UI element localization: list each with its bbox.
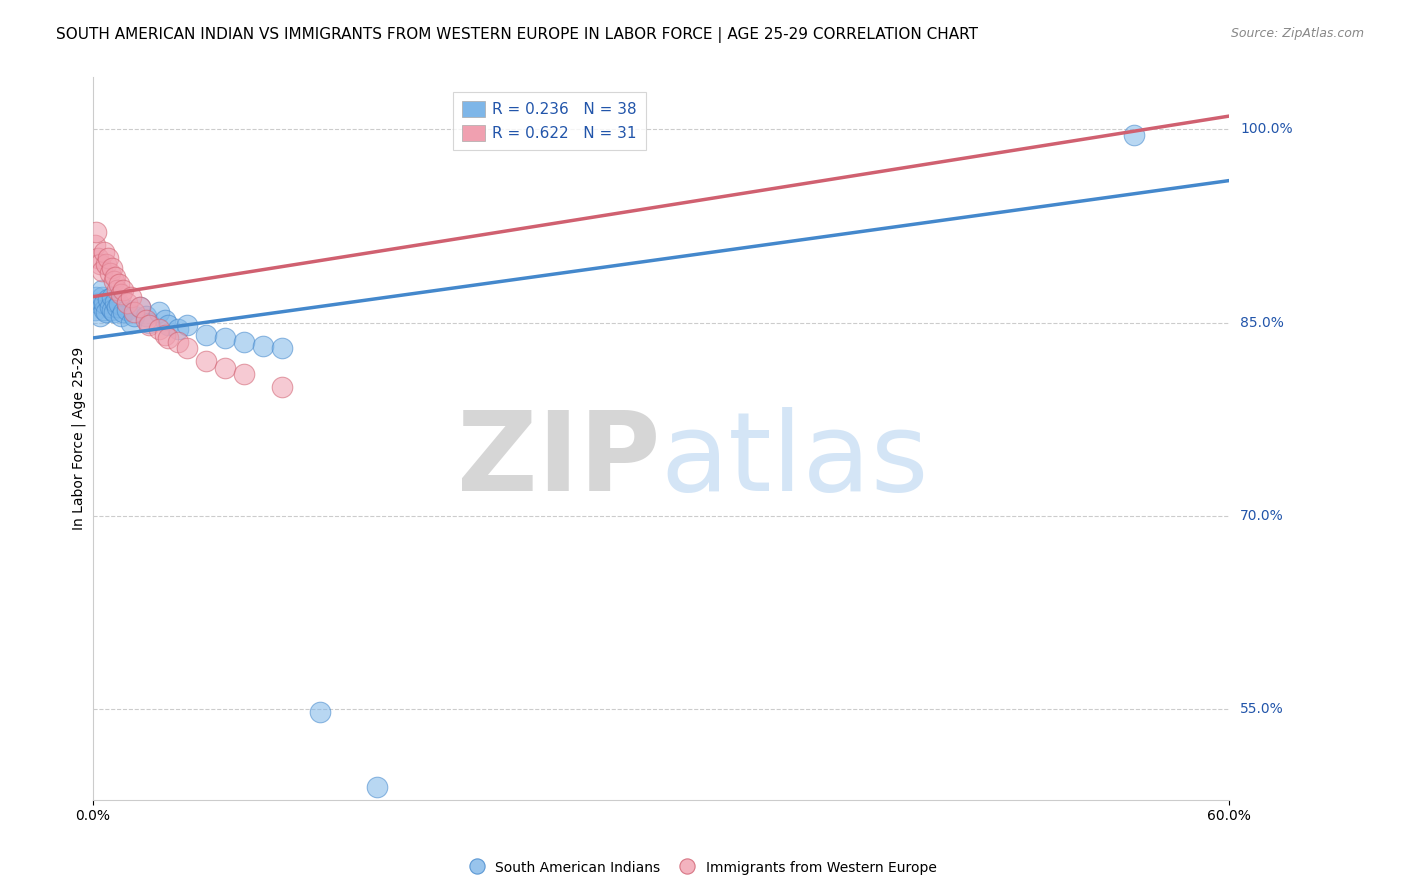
Point (89, 309, 111, 323)
Point (105, 300, 128, 314)
Text: 70.0%: 70.0% (1240, 509, 1284, 523)
Point (120, 290, 142, 304)
Point (97, 293, 120, 307)
Point (214, 331, 236, 345)
Point (214, 360, 236, 375)
Point (110, 287, 132, 301)
Point (135, 309, 157, 323)
Point (87, 296, 110, 310)
Point (195, 328, 218, 343)
Point (233, 334, 256, 349)
Point (87, 251, 110, 265)
Point (83, 238, 105, 252)
Point (167, 334, 190, 349)
Legend: South American Indians, Immigrants from Western Europe: South American Indians, Immigrants from … (464, 855, 942, 880)
Point (138, 316, 160, 330)
Point (100, 302, 122, 317)
Point (93, 296, 115, 310)
Point (104, 270, 127, 285)
Point (105, 283, 128, 297)
Point (93, 244, 115, 259)
Point (115, 296, 138, 310)
Point (1123, 128, 1146, 143)
Point (135, 313, 157, 327)
Point (176, 318, 198, 332)
Point (309, 705, 332, 719)
Point (111, 305, 134, 319)
Point (148, 322, 170, 336)
Point (120, 316, 142, 330)
Point (124, 305, 146, 319)
Point (252, 339, 274, 353)
Point (100, 290, 122, 304)
Text: 85.0%: 85.0% (1240, 316, 1284, 329)
Point (98, 267, 121, 281)
Point (97, 251, 120, 265)
Text: Source: ZipAtlas.com: Source: ZipAtlas.com (1230, 27, 1364, 40)
Point (93, 302, 115, 317)
Text: 55.0%: 55.0% (1240, 703, 1284, 716)
Point (103, 274, 125, 288)
Point (94, 257, 117, 271)
Point (104, 294, 127, 309)
Point (157, 331, 180, 345)
Point (366, 780, 388, 794)
Point (138, 318, 160, 332)
Point (153, 328, 176, 343)
Point (148, 305, 170, 319)
Point (86, 290, 108, 304)
Text: SOUTH AMERICAN INDIAN VS IMMIGRANTS FROM WESTERN EUROPE IN LABOR FORCE | AGE 25-: SOUTH AMERICAN INDIAN VS IMMIGRANTS FROM… (56, 27, 979, 43)
Point (86, 225, 108, 239)
Legend: R = 0.236   N = 38, R = 0.622   N = 31: R = 0.236 N = 38, R = 0.622 N = 31 (453, 92, 645, 150)
Point (103, 305, 125, 319)
Point (233, 367, 256, 381)
Point (124, 309, 146, 323)
Point (271, 341, 294, 355)
Point (157, 318, 180, 332)
Point (83, 302, 105, 317)
Point (94, 305, 117, 319)
Point (195, 354, 218, 368)
Point (91, 283, 114, 297)
Point (108, 297, 131, 311)
Point (153, 313, 176, 327)
Point (108, 277, 131, 291)
Point (129, 300, 152, 314)
Point (115, 302, 138, 317)
Point (91, 290, 114, 304)
Point (98, 300, 121, 314)
Point (176, 341, 198, 355)
Point (167, 322, 190, 336)
Point (89, 257, 111, 271)
Text: atlas: atlas (661, 407, 929, 514)
Point (271, 380, 294, 394)
Point (100, 261, 122, 276)
Point (91, 264, 114, 278)
Text: ZIP: ZIP (457, 407, 661, 514)
Text: 100.0%: 100.0% (1240, 122, 1292, 136)
Point (111, 283, 134, 297)
Y-axis label: In Labor Force | Age 25-29: In Labor Force | Age 25-29 (72, 347, 86, 530)
Point (110, 309, 132, 323)
Point (129, 300, 152, 314)
